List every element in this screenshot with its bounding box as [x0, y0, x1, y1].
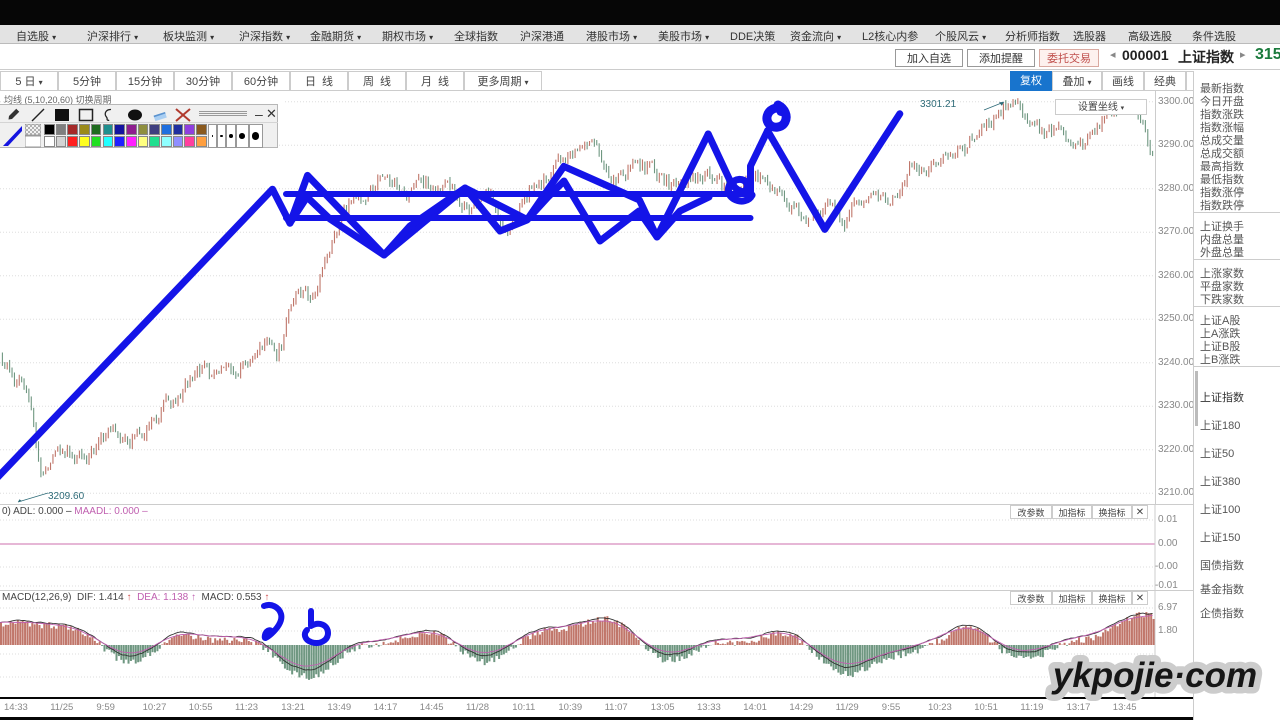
svg-text:ykpojie·com: ykpojie·com — [1051, 656, 1257, 695]
